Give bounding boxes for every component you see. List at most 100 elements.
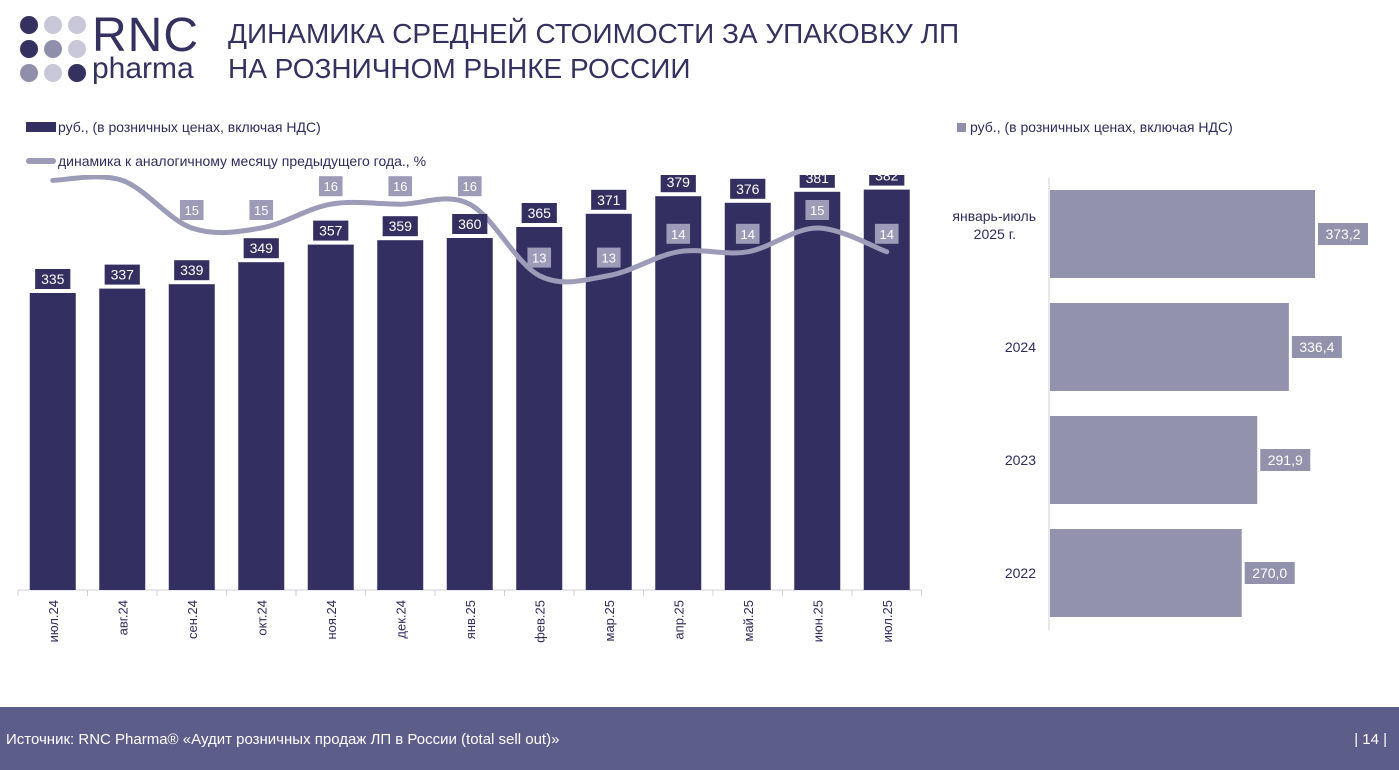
bar-ноя.24 [307, 244, 354, 590]
hbar-2023 [1050, 416, 1258, 504]
bar-value-label: 339 [180, 262, 204, 278]
bar-июл.24 [29, 293, 76, 590]
yoy-line [50, 175, 890, 285]
legend-right-swatch [957, 122, 966, 132]
bar-авг.24 [99, 288, 146, 590]
line-value-label: 15 [254, 203, 268, 218]
bar-label-box [174, 260, 210, 281]
bar-value-label: 382 [875, 175, 899, 184]
bar-label-box [104, 264, 140, 285]
bar-value-label: 365 [528, 205, 552, 221]
legend-bars: руб., (в розничных ценах, включая НДС) [26, 119, 321, 135]
footer-source: Источник: RNC Pharma® «Аудит розничных п… [6, 731, 560, 748]
bar-label-box [382, 216, 418, 237]
logo-rnc-text: RNC [92, 9, 199, 62]
bar-label-box [869, 175, 905, 186]
line-label-box [457, 176, 482, 197]
hbar-label-box [1318, 223, 1368, 245]
legend-bars-label: руб., (в розничных ценах, включая НДС) [58, 119, 321, 135]
bar-value-label: 335 [41, 271, 65, 287]
line-value-label: 16 [393, 179, 407, 194]
x-tick-label: дек.24 [393, 600, 408, 639]
bar-label-box [313, 220, 349, 241]
bar-value-label: 379 [667, 175, 691, 190]
bar-value-label: 337 [111, 267, 135, 283]
bar-label-box [730, 178, 766, 199]
logo-pharma-text: pharma [92, 52, 194, 85]
page-title-line2: НА РОЗНИЧНОМ РЫНКЕ РОССИИ [228, 53, 691, 84]
rnc-pharma-logo: RNC pharma [20, 12, 210, 86]
page-title: ДИНАМИКА СРЕДНЕЙ СТОИМОСТИ ЗА УПАКОВКУ Л… [228, 16, 959, 86]
x-tick-label: апр.25 [671, 600, 686, 640]
line-label-box [179, 200, 204, 220]
legend-line-label: динамика к аналогичному месяцу предыдуще… [58, 153, 427, 169]
page-title-line1: ДИНАМИКА СРЕДНЕЙ СТОИМОСТИ ЗА УПАКОВКУ Л… [228, 18, 960, 49]
bar-май.25 [724, 202, 771, 591]
line-label-box [666, 223, 691, 244]
bar-value-label: 360 [458, 216, 482, 232]
hbar-value-label: 270,0 [1252, 565, 1287, 581]
bar-дек.24 [377, 240, 424, 590]
line-label-box [318, 176, 343, 197]
monthly-price-chart: 335 337 339 349 357 359 360 365 371 379 376 381 382 1… [17, 175, 922, 643]
bar-окт.24 [238, 262, 285, 590]
x-tick-label: июл.24 [46, 600, 61, 642]
y-tick-label: 2022 [1005, 565, 1036, 581]
bar-label-box [35, 269, 71, 289]
x-tick-label: фев.25 [532, 600, 547, 643]
bar-label-box [452, 214, 488, 234]
line-value-label: 14 [880, 227, 894, 242]
bar-сен.24 [168, 284, 215, 590]
line-value-label: 16 [324, 179, 338, 194]
line-value-label: 15 [185, 203, 199, 218]
x-tick-label: янв.25 [463, 600, 478, 639]
legend-line-swatch [26, 158, 56, 164]
y-tick-label: январь-июль 2025 г. [952, 208, 1036, 242]
bar-value-label: 381 [806, 175, 830, 186]
bar-label-box [799, 175, 835, 188]
hbar-label-box [1291, 336, 1342, 358]
logo-dots-icon [20, 16, 86, 82]
bar-value-label: 357 [319, 223, 343, 239]
hbar-value-label: 373,2 [1325, 226, 1360, 242]
line-label-box [874, 223, 899, 244]
line-label-box [596, 247, 621, 268]
legend-line: динамика к аналогичному месяцу предыдуще… [26, 153, 426, 169]
line-label-box [805, 200, 830, 220]
hbar-январь-июль 2025 г. [1050, 190, 1315, 278]
hbar-2024 [1050, 303, 1289, 391]
hbar-label-box [1244, 562, 1295, 584]
y-tick-label: 2024 [1005, 339, 1036, 355]
bar-июн.25 [794, 191, 841, 591]
x-tick-label: сен.24 [185, 600, 200, 639]
x-tick-label: ноя.24 [324, 600, 339, 640]
legend-right: руб., (в розничных ценах, включая НДС) [957, 119, 1233, 135]
legend-bar-swatch [26, 122, 56, 132]
x-tick-label: окт.24 [254, 600, 269, 636]
hbar-2022 [1050, 529, 1242, 617]
bar-label-box [591, 189, 627, 210]
x-tick-label: авг.24 [115, 600, 130, 635]
bar-value-label: 359 [389, 218, 413, 234]
bar-value-label: 349 [250, 240, 274, 256]
line-value-label: 15 [810, 203, 824, 218]
line-value-label: 14 [671, 227, 685, 242]
bar-label-box [243, 238, 279, 259]
line-value-label: 13 [532, 251, 546, 266]
line-label-box [249, 200, 274, 220]
bar-label-box [660, 175, 696, 193]
bar-апр.25 [655, 196, 702, 590]
bar-июл.25 [863, 189, 910, 590]
yearly-price-chart: 373,2 январь-июль 2025 г. 336,4 2024 291,9 202… [952, 178, 1368, 630]
y-tick-label: 2023 [1005, 452, 1036, 468]
line-label-box [388, 176, 413, 197]
line-label-box [527, 247, 552, 268]
page-number: | 14 | [1354, 731, 1387, 748]
hbar-value-label: 336,4 [1299, 339, 1334, 355]
legend-right-label: руб., (в розничных ценах, включая НДС) [970, 119, 1233, 135]
bar-фев.25 [516, 227, 563, 590]
x-tick-label: июн.25 [810, 600, 825, 642]
line-label-box [735, 223, 760, 244]
bar-value-label: 376 [736, 181, 760, 197]
bar-label-box [521, 203, 557, 223]
